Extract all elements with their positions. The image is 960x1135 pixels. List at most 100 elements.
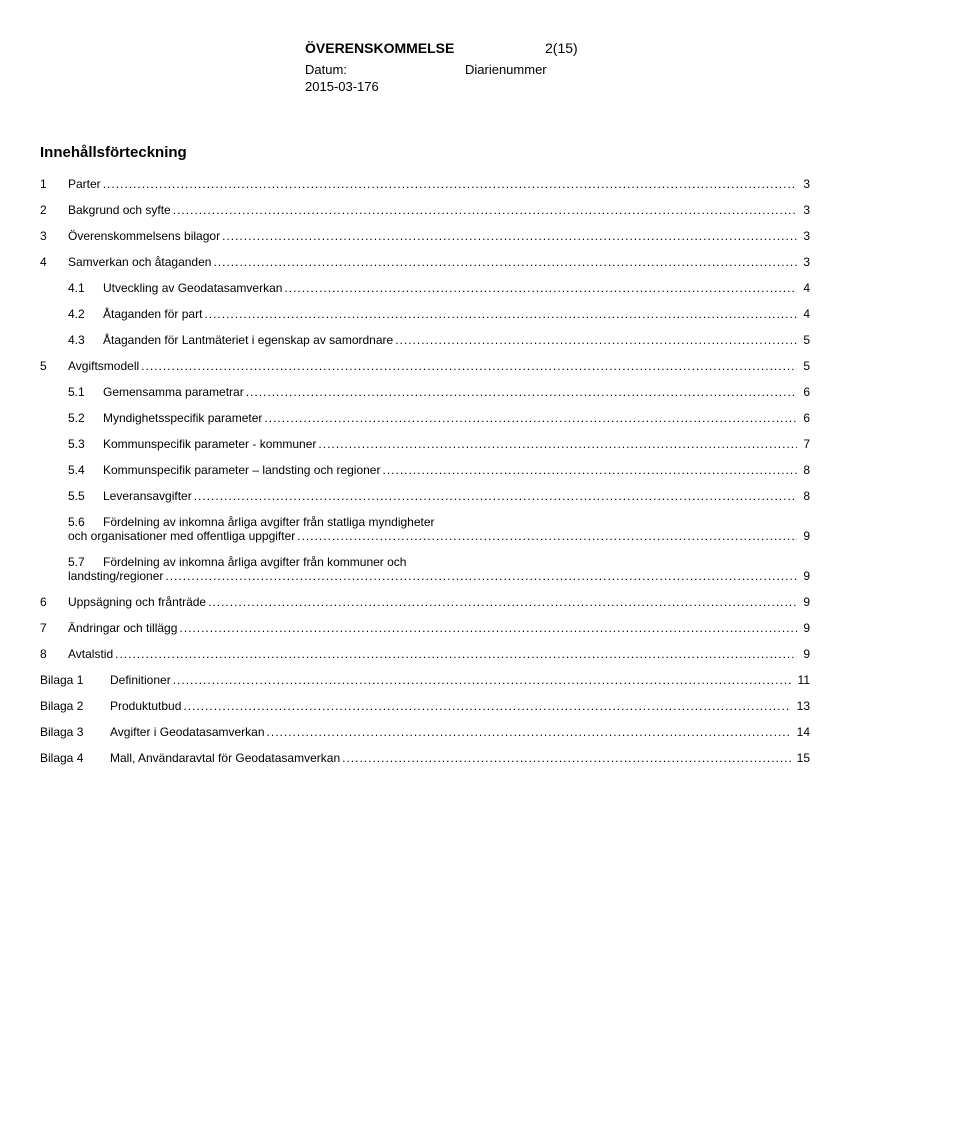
document-page: ÖVERENSKOMMELSE 2(15) Datum: Diarienumme… — [0, 0, 960, 817]
toc-leader-dots — [267, 725, 791, 739]
toc-entry: Bilaga 4Mall, Användaravtal för Geodatas… — [40, 751, 810, 765]
toc-page: 9 — [799, 595, 810, 609]
toc-page: 13 — [793, 699, 810, 713]
toc-entry: 5.7Fördelning av inkomna årliga avgifter… — [40, 555, 810, 583]
toc-number: 5.3 — [68, 437, 103, 451]
toc-number: 1 — [40, 177, 68, 191]
toc-number: 5.7 — [68, 555, 103, 569]
toc-leader-dots — [165, 569, 797, 583]
toc-leader-dots — [297, 529, 797, 543]
toc-page: 4 — [799, 281, 810, 295]
toc-number: 5.5 — [68, 489, 103, 503]
toc-leader-dots — [115, 647, 797, 661]
date-value: 2015-03-176 — [305, 79, 810, 94]
toc-leader-dots — [382, 463, 797, 477]
toc-entry: 7Ändringar och tillägg9 — [40, 621, 810, 635]
toc-heading: Innehållsförteckning — [40, 144, 810, 161]
toc-page: 15 — [793, 751, 810, 765]
toc-label: Fördelning av inkomna årliga avgifter fr… — [103, 515, 435, 529]
datum-label: Datum: — [305, 62, 465, 77]
toc-label: Myndighetsspecifik parameter — [103, 411, 262, 425]
toc-label: Mall, Användaravtal för Geodatasamverkan — [110, 751, 340, 765]
toc-entry: 4.1Utveckling av Geodatasamverkan4 — [40, 281, 810, 295]
toc-label: och organisationer med offentliga uppgif… — [68, 529, 295, 543]
toc-label: Leveransavgifter — [103, 489, 192, 503]
toc-label: Åtaganden för Lantmäteriet i egenskap av… — [103, 333, 393, 347]
toc-number: 5.1 — [68, 385, 103, 399]
toc-page: 6 — [799, 411, 810, 425]
toc-leader-dots — [222, 229, 797, 243]
toc-number: 4 — [40, 255, 68, 269]
toc-number: 2 — [40, 203, 68, 217]
toc-entry: 5.5Leveransavgifter8 — [40, 489, 810, 503]
toc-number: 5 — [40, 359, 68, 373]
toc-entry: 5.3Kommunspecifik parameter - kommuner7 — [40, 437, 810, 451]
toc-number: 3 — [40, 229, 68, 243]
toc-row: landsting/regioner 9 — [68, 569, 810, 583]
toc-page: 8 — [799, 463, 810, 477]
toc-number: 5.2 — [68, 411, 103, 425]
toc-leader-dots — [204, 307, 797, 321]
toc-page: 11 — [794, 673, 810, 687]
toc-entry: 4.3Åtaganden för Lantmäteriet i egenskap… — [40, 333, 810, 347]
toc-page: 5 — [799, 333, 810, 347]
toc-leader-dots — [208, 595, 797, 609]
toc-entry: 5.4Kommunspecifik parameter – landsting … — [40, 463, 810, 477]
toc-label: landsting/regioner — [68, 569, 163, 583]
document-header: ÖVERENSKOMMELSE 2(15) Datum: Diarienumme… — [305, 40, 810, 94]
toc-label: Utveckling av Geodatasamverkan — [103, 281, 282, 295]
toc-row: 5.7Fördelning av inkomna årliga avgifter… — [68, 555, 810, 569]
toc-leader-dots — [213, 255, 797, 269]
toc-label: Parter — [68, 177, 101, 191]
toc-label: Överenskommelsens bilagor — [68, 229, 220, 243]
toc-entry: 5Avgiftsmodell5 — [40, 359, 810, 373]
toc-leader-dots — [395, 333, 797, 347]
toc-leader-dots — [246, 385, 798, 399]
toc-label: Åtaganden för part — [103, 307, 202, 321]
toc-number: 5.6 — [68, 515, 103, 529]
toc-label: Ändringar och tillägg — [68, 621, 177, 635]
toc-leader-dots — [264, 411, 797, 425]
toc-label: Bakgrund och syfte — [68, 203, 171, 217]
toc-label: Produktutbud — [110, 699, 181, 713]
toc-leader-dots — [318, 437, 797, 451]
toc-page: 6 — [799, 385, 810, 399]
toc-entry: 2Bakgrund och syfte3 — [40, 203, 810, 217]
toc-page: 9 — [799, 529, 810, 543]
toc-number: 4.2 — [68, 307, 103, 321]
header-row-labels: Datum: Diarienummer — [305, 62, 810, 77]
toc-label: Avgifter i Geodatasamverkan — [110, 725, 265, 739]
toc-leader-dots — [342, 751, 791, 765]
toc-leader-dots — [183, 699, 790, 713]
toc-entry: 8Avtalstid9 — [40, 647, 810, 661]
toc-page: 3 — [799, 177, 810, 191]
toc-page: 3 — [799, 229, 810, 243]
toc-entry: Bilaga 2Produktutbud13 — [40, 699, 810, 713]
toc-row: och organisationer med offentliga uppgif… — [68, 529, 810, 543]
toc-leader-dots — [141, 359, 797, 373]
toc-number: Bilaga 4 — [40, 751, 110, 765]
page-number: 2(15) — [545, 40, 578, 56]
toc-entry: Bilaga 1Definitioner11 — [40, 673, 810, 687]
toc-label: Avtalstid — [68, 647, 113, 661]
table-of-contents: 1Parter32Bakgrund och syfte33Överenskomm… — [40, 177, 810, 765]
toc-entry: 4.2Åtaganden för part4 — [40, 307, 810, 321]
toc-number: 7 — [40, 621, 68, 635]
toc-leader-dots — [103, 177, 798, 191]
toc-number: Bilaga 3 — [40, 725, 110, 739]
toc-page: 5 — [799, 359, 810, 373]
toc-page: 9 — [799, 569, 810, 583]
toc-entry: 6Uppsägning och frånträde9 — [40, 595, 810, 609]
toc-leader-dots — [284, 281, 797, 295]
toc-label: Uppsägning och frånträde — [68, 595, 206, 609]
toc-row: 5.6Fördelning av inkomna årliga avgifter… — [68, 515, 810, 529]
toc-page: 9 — [799, 647, 810, 661]
toc-page: 14 — [793, 725, 810, 739]
toc-label: Kommunspecifik parameter – landsting och… — [103, 463, 380, 477]
toc-label: Samverkan och åtaganden — [68, 255, 211, 269]
toc-leader-dots — [194, 489, 798, 503]
toc-label: Gemensamma parametrar — [103, 385, 244, 399]
toc-leader-dots — [179, 621, 797, 635]
toc-page: 3 — [799, 255, 810, 269]
doc-title: ÖVERENSKOMMELSE — [305, 40, 545, 56]
